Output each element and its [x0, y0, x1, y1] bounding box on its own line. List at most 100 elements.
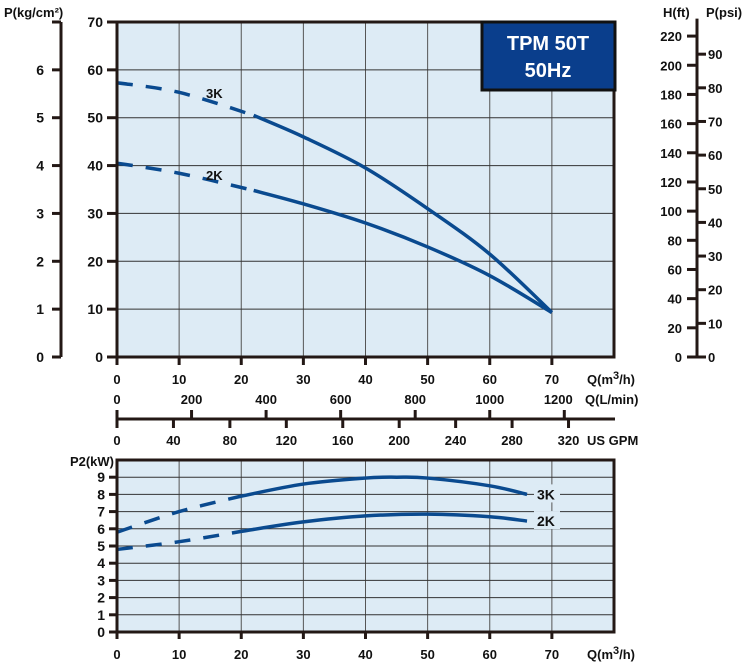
ft-tick-label: 140: [660, 146, 682, 161]
gpm-tick-label: 80: [223, 433, 237, 448]
gpm-tick-label: 200: [388, 433, 410, 448]
ft-tick-label: 160: [660, 117, 682, 132]
head-ytick-label: 0: [95, 349, 103, 365]
ft-tick-label: 80: [668, 233, 682, 248]
power-xtick-label: 70: [545, 647, 559, 662]
head-ytick-label: 30: [87, 205, 103, 221]
lmin-tick-label: 0: [113, 392, 120, 407]
head-ytick-label: 20: [87, 253, 103, 269]
power-curve-3K: [240, 475, 528, 498]
head-ytick-label: 50: [87, 110, 103, 126]
head-ytick-label: 10: [87, 301, 103, 317]
psi-tick-label: 0: [708, 350, 715, 365]
power-ytick-label: 2: [97, 590, 105, 606]
power-label-bg: [534, 511, 560, 530]
ft-tick-label: 40: [668, 292, 682, 307]
power-ytick-label: 6: [97, 521, 105, 537]
head-curve-3K-dashed: [116, 81, 255, 117]
power-xtick-label: 20: [234, 647, 248, 662]
psi-tick-label: 70: [708, 114, 722, 129]
ft-tick-label: 180: [660, 87, 682, 102]
power-xtick-label: 60: [483, 647, 497, 662]
psi-tick-label: 10: [708, 316, 722, 331]
power-label-2K: 2K: [537, 513, 555, 529]
head-curve-2K: [253, 188, 553, 314]
head-xtick-label: 30: [296, 372, 310, 387]
head-ytick-label: 40: [87, 158, 103, 174]
kgcm2-tick-label: 0: [36, 349, 44, 365]
power-ytick-label: 5: [97, 538, 105, 554]
gpm-tick-label: 160: [332, 433, 354, 448]
kgcm2-tick-label: 4: [36, 158, 44, 174]
power-xtick-label: 30: [296, 647, 310, 662]
head-ytick-label: 60: [87, 62, 103, 78]
head-curve-3K: [252, 113, 554, 314]
head-ytick-label: 70: [87, 14, 103, 30]
ft-tick-label: 60: [668, 262, 682, 277]
head-label-2K: 2K: [206, 168, 223, 183]
power-ylabel: P2(kW): [70, 454, 114, 469]
ft-tick-label: 120: [660, 175, 682, 190]
psi-tick-label: 90: [708, 47, 722, 62]
head-xlabel-m3h: Q(m3/h): [587, 370, 635, 387]
lmin-tick-label: 400: [255, 392, 277, 407]
title-frequency: 50Hz: [525, 60, 572, 82]
ft-tick-label: 0: [675, 350, 682, 365]
power-curve-2K-dashed: [116, 529, 242, 552]
lmin-tick-label: 200: [181, 392, 203, 407]
power-curve-3K-dashed: [116, 494, 242, 534]
power-curve-2K: [240, 512, 528, 534]
lmin-tick-label: 600: [330, 392, 352, 407]
gpm-tick-label: 280: [501, 433, 523, 448]
power-ytick-label: 9: [97, 469, 105, 485]
power-ytick-label: 1: [97, 607, 105, 623]
kgcm2-axis-label: P(kg/cm²): [4, 5, 63, 20]
gpm-tick-label: 240: [445, 433, 467, 448]
model-title-box: TPM 50T 50Hz: [480, 20, 617, 92]
head-curve-2K-dashed: [116, 161, 255, 193]
power-xtick-label: 40: [358, 647, 372, 662]
psi-tick-label: 40: [708, 215, 722, 230]
kgcm2-tick-label: 5: [36, 110, 44, 126]
power-ytick-label: 8: [97, 486, 105, 502]
power-ytick-label: 4: [97, 555, 105, 571]
gpm-axis-label: US GPM: [587, 433, 638, 448]
lmin-tick-label: 1200: [544, 392, 573, 407]
lmin-tick-label: 800: [404, 392, 426, 407]
kgcm2-tick-label: 1: [36, 301, 44, 317]
power-xlabel: Q(m3/h): [587, 645, 635, 662]
power-ytick-label: 0: [97, 624, 105, 640]
head-xtick-label: 20: [234, 372, 248, 387]
power-xtick-label: 50: [420, 647, 434, 662]
power-xtick-label: 0: [113, 647, 120, 662]
title-model: TPM 50T: [507, 33, 589, 55]
ft-axis-label: H(ft): [663, 5, 690, 20]
kgcm2-tick-label: 2: [36, 253, 44, 269]
ft-tick-label: 220: [660, 29, 682, 44]
head-xtick-label: 60: [483, 372, 497, 387]
gpm-tick-label: 40: [166, 433, 180, 448]
lmin-axis-label: Q(L/min): [585, 392, 638, 407]
power-ytick-label: 7: [97, 504, 105, 520]
title-box-bg: [480, 20, 617, 92]
psi-axis-label: P(psi): [706, 5, 742, 20]
psi-tick-label: 50: [708, 182, 722, 197]
head-xtick-label: 40: [358, 372, 372, 387]
power-ytick-label: 3: [97, 572, 105, 588]
gpm-tick-label: 320: [558, 433, 580, 448]
gpm-tick-label: 120: [275, 433, 297, 448]
power-plot-frame: [115, 458, 616, 634]
head-label-3K: 3K: [206, 86, 223, 101]
power-xtick-label: 10: [172, 647, 186, 662]
head-xtick-label: 10: [172, 372, 186, 387]
kgcm2-tick-label: 6: [36, 62, 44, 78]
ft-tick-label: 200: [660, 58, 682, 73]
head-xtick-label: 50: [420, 372, 434, 387]
gpm-tick-label: 0: [113, 433, 120, 448]
power-label-3K: 3K: [537, 486, 555, 502]
head-xtick-label: 0: [113, 372, 120, 387]
head-xtick-label: 70: [545, 372, 559, 387]
power-label-bg: [534, 484, 560, 503]
